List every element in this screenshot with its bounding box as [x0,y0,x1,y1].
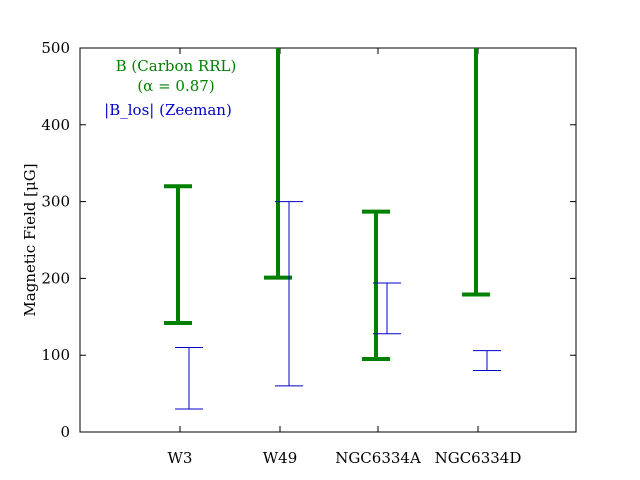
x-tick-label-1: W49 [263,449,298,467]
y-tick-label-300: 300 [41,193,70,211]
x-tick-label-2: NGC6334A [335,449,421,467]
errorbar-2-NGC6334A [373,282,401,335]
errorbar-1-W3 [164,184,192,325]
legend-series-1-subtitle: (α = 0.87) [137,77,214,95]
errorbar-1-W49 [264,48,292,280]
errorbar-2-W3 [175,347,203,410]
error-bars [164,48,501,410]
x-tick-label-0: W3 [168,449,193,467]
legend-series-2-label: |B_los| (Zeeman) [104,101,232,119]
y-tick-label-200: 200 [41,269,70,287]
y-tick-label-0: 0 [60,423,70,441]
x-tick-label-3: NGC6334D [435,449,522,467]
y-tick-label-400: 400 [41,116,70,134]
y-tick-label-500: 500 [41,39,70,57]
errorbar-2-NGC6334D [473,350,501,372]
y-tick-label-100: 100 [41,346,70,364]
legend: B (Carbon RRL) (α = 0.87) |B_los| (Zeema… [104,57,236,119]
errorbar-1-NGC6334A [362,209,390,362]
plot-frame [79,47,577,433]
errorbar-2-W49 [275,201,303,387]
x-tick-labels: W3 W49 NGC6334A NGC6334D [168,48,522,467]
y-ticks: 0 100 200 300 400 500 [41,39,576,441]
errorbar-1-NGC6334D [462,48,490,297]
y-axis-title: Magnetic Field [μG] [21,163,39,316]
legend-series-1-label: B (Carbon RRL) [116,57,237,75]
